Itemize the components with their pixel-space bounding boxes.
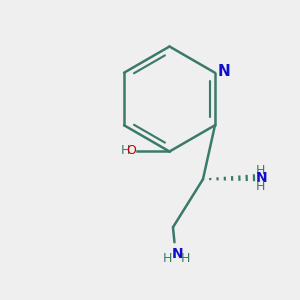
Text: H: H <box>256 180 265 193</box>
Text: N: N <box>256 171 267 185</box>
Text: H: H <box>162 252 172 265</box>
Text: O: O <box>127 144 136 157</box>
Text: N: N <box>172 247 183 261</box>
Text: H: H <box>256 164 265 177</box>
Text: H: H <box>181 252 190 265</box>
Text: N: N <box>218 64 230 79</box>
Text: H: H <box>121 144 130 157</box>
